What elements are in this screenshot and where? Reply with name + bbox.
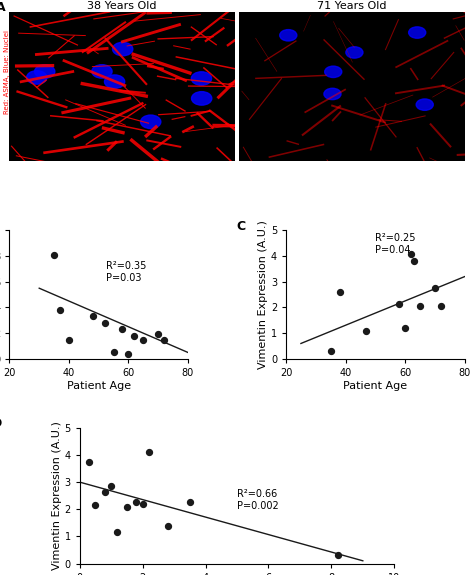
Point (101, 319, 109, 328)
Point (431, 283, 438, 293)
Point (407, 249, 415, 258)
Point (401, 324, 409, 333)
Circle shape (325, 66, 342, 78)
Point (89, 312, 97, 321)
Point (123, 502, 131, 511)
Circle shape (27, 71, 47, 84)
Circle shape (141, 115, 161, 129)
Point (139, 499, 146, 508)
Point (131, 331, 138, 340)
Point (56, 305, 64, 315)
Text: A: A (0, 1, 6, 14)
Point (65, 335, 73, 344)
X-axis label: Patient Age: Patient Age (67, 381, 131, 390)
Circle shape (416, 99, 433, 110)
Point (395, 299, 403, 308)
Point (416, 302, 424, 311)
Point (91, 501, 99, 510)
Text: R²=0.25
P=0.04: R²=0.25 P=0.04 (375, 233, 416, 255)
Point (133, 498, 140, 507)
Point (114, 528, 121, 537)
Point (363, 326, 370, 335)
Point (160, 335, 168, 344)
Circle shape (191, 72, 211, 85)
Circle shape (409, 27, 426, 39)
Point (186, 498, 193, 507)
Text: Red: ASMA, Blue: Nuclei: Red: ASMA, Blue: Nuclei (4, 30, 10, 114)
Point (125, 349, 132, 358)
X-axis label: Patient Age: Patient Age (343, 381, 407, 390)
Point (50, 250, 58, 259)
Circle shape (191, 91, 212, 105)
Point (118, 325, 126, 334)
Point (110, 348, 118, 357)
Point (108, 482, 115, 491)
Point (145, 448, 153, 457)
Circle shape (92, 64, 112, 78)
Title: 71 Years Old: 71 Years Old (317, 1, 387, 11)
Text: D: D (0, 417, 2, 430)
Circle shape (280, 29, 297, 41)
Circle shape (324, 88, 341, 99)
Point (334, 551, 341, 560)
Y-axis label: Vimentin Expression (A.U.): Vimentin Expression (A.U.) (52, 421, 62, 570)
Point (410, 256, 418, 266)
Circle shape (112, 43, 133, 56)
Point (437, 302, 445, 311)
Point (155, 330, 162, 339)
Point (164, 521, 172, 530)
Circle shape (346, 47, 363, 58)
Point (139, 335, 147, 344)
Point (85, 457, 93, 466)
Text: R²=0.35
P=0.03: R²=0.35 P=0.03 (106, 261, 146, 283)
Circle shape (104, 75, 125, 89)
Text: R²=0.66
P=0.002: R²=0.66 P=0.002 (237, 489, 279, 511)
Point (101, 487, 109, 496)
Circle shape (35, 65, 55, 78)
Y-axis label: Vimentin Expression (A.U.): Vimentin Expression (A.U.) (258, 220, 268, 369)
Point (327, 347, 335, 356)
Point (336, 288, 343, 297)
Title: 38 Years Old: 38 Years Old (87, 1, 157, 11)
Text: C: C (236, 220, 245, 233)
